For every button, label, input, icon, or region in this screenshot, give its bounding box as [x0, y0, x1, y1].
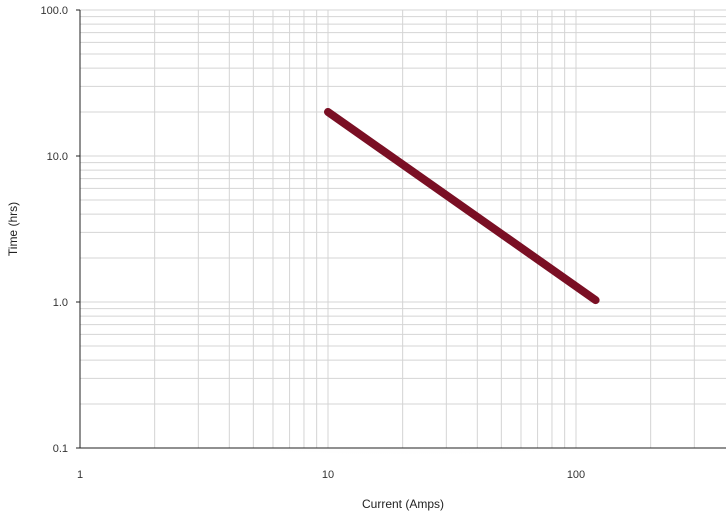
x-tick-label: 1 — [77, 469, 83, 481]
y-tick-label: 10.0 — [47, 151, 68, 163]
axes — [76, 9, 726, 449]
x-axis-title: Current (Amps) — [362, 497, 444, 511]
y-tick-label: 0.1 — [53, 443, 68, 455]
x-tick-label: 100 — [567, 469, 585, 481]
grid — [80, 9, 726, 448]
y-tick-label: 100.0 — [40, 5, 68, 17]
y-tick-label: 1.0 — [53, 297, 68, 309]
y-axis-title: Time (hrs) — [6, 202, 20, 256]
series-layer — [324, 108, 600, 305]
series-line — [324, 108, 600, 305]
tick-labels: 1 10 100 0.1 1.0 10.0 100.0 — [40, 5, 585, 481]
x-tick-label: 10 — [322, 469, 334, 481]
